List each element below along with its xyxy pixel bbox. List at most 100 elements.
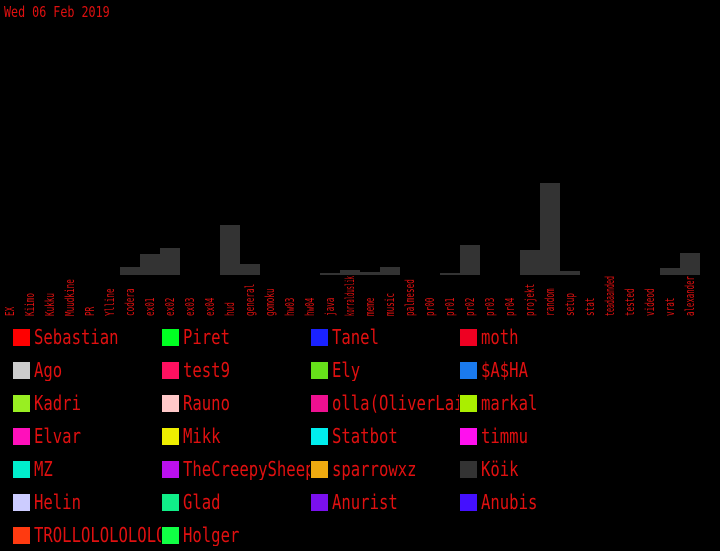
legend-item: Sebastian: [13, 326, 161, 348]
x-tick-label: setup: [563, 293, 577, 316]
bar-ex01: [140, 254, 160, 275]
legend-label: test9: [183, 359, 230, 381]
legend-item: Mikk: [162, 425, 310, 447]
legend-label: Sebastian: [34, 326, 119, 348]
legend-swatch: [13, 494, 30, 511]
bar-codera: [120, 267, 140, 275]
legend-swatch: [460, 395, 477, 412]
legend-swatch: [13, 329, 30, 346]
x-tick-label: general: [243, 284, 257, 316]
x-tick-label: Kiimo: [23, 293, 37, 316]
x-tick-label: ex02: [163, 298, 177, 316]
legend-item: Tanel: [311, 326, 459, 348]
x-tick-label: gomoku: [263, 288, 277, 316]
bar-java: [320, 273, 340, 275]
x-tick-label: teadaanded: [603, 276, 617, 316]
legend-label: TROLLOLOLOLOLOLO: [34, 524, 161, 546]
x-tick-label: hw03: [283, 298, 297, 316]
legend-swatch: [311, 329, 328, 346]
legend-swatch: [13, 362, 30, 379]
bar-hud: [220, 225, 240, 275]
legend-swatch: [162, 527, 179, 544]
x-tick-label: pr03: [483, 298, 497, 316]
x-tick-label: pr00: [423, 298, 437, 316]
legend-item: Ago: [13, 359, 161, 381]
legend-swatch: [162, 362, 179, 379]
legend-item: moth: [460, 326, 715, 348]
x-tick-label: Kukku: [43, 293, 57, 316]
legend-swatch: [13, 461, 30, 478]
legend-label: Elvar: [34, 425, 81, 447]
bar-korralduslik: [340, 270, 360, 275]
legend-item: Elvar: [13, 425, 161, 447]
x-tick-label: vrat: [663, 298, 677, 316]
legend-swatch: [311, 461, 328, 478]
legend-item: TROLLOLOLOLOLOLO: [13, 524, 161, 546]
bar-ex02: [160, 248, 180, 275]
legend-swatch: [460, 428, 477, 445]
legend-label: $A$HA: [481, 359, 528, 381]
x-tick-label: alexander: [683, 276, 697, 316]
legend-swatch: [460, 494, 477, 511]
legend-item: Kadri: [13, 392, 161, 414]
legend-label: Mikk: [183, 425, 221, 447]
legend-label: olla(OliverLaidma): [332, 392, 459, 414]
legend-swatch: [13, 428, 30, 445]
bar-pr02: [460, 245, 480, 275]
legend-item: Rauno: [162, 392, 310, 414]
bar-vrat: [660, 268, 680, 275]
legend-label: markal: [481, 392, 538, 414]
x-tick-label: Ylline: [103, 288, 117, 316]
legend-label: Holger: [183, 524, 240, 546]
legend-label: Tanel: [332, 326, 379, 348]
legend-swatch: [162, 329, 179, 346]
legend-label: Ely: [332, 359, 361, 381]
x-tick-label: music: [383, 293, 397, 316]
x-tick-label: projekt: [523, 284, 537, 316]
legend-label: moth: [481, 326, 519, 348]
legend-item: timmu: [460, 425, 715, 447]
legend-label: sparrowxz: [332, 458, 417, 480]
bar-general: [240, 264, 260, 275]
legend-swatch: [460, 461, 477, 478]
legend-swatch: [311, 428, 328, 445]
legend-item: test9: [162, 359, 310, 381]
x-tick-label: ex04: [203, 298, 217, 316]
legend-label: Kadri: [34, 392, 81, 414]
x-tick-label: meme: [363, 298, 377, 316]
x-tick-label: pr01: [443, 298, 457, 316]
x-tick-label: ex03: [183, 298, 197, 316]
date-label: Wed 06 Feb 2019: [4, 3, 110, 21]
legend-item: Helin: [13, 491, 161, 513]
legend-item: Anurist: [311, 491, 459, 513]
bar-pr01: [440, 273, 460, 275]
legend-item: TheCreepySheep: [162, 458, 310, 480]
legend-item: Statbot: [311, 425, 459, 447]
legend-item: MZ: [13, 458, 161, 480]
legend-label: MZ: [34, 458, 53, 480]
legend-swatch: [13, 527, 30, 544]
legend-swatch: [311, 395, 328, 412]
legend-item: Piret: [162, 326, 310, 348]
x-tick-label: codera: [123, 288, 137, 316]
legend-label: Köik: [481, 458, 519, 480]
legend-label: Anubis: [481, 491, 538, 513]
legend-label: Rauno: [183, 392, 230, 414]
legend-item: Ely: [311, 359, 459, 381]
x-tick-label: tested: [623, 288, 637, 316]
x-tick-label: palmesed: [403, 279, 417, 316]
x-tick-label: stat: [583, 298, 597, 316]
x-tick-label: random: [543, 288, 557, 316]
x-tick-label: pr02: [463, 298, 477, 316]
x-tick-label: PR: [83, 306, 97, 316]
x-tick-label: EX: [3, 306, 17, 316]
legend-swatch: [13, 395, 30, 412]
legend-item: $A$HA: [460, 359, 715, 381]
legend-label: Statbot: [332, 425, 398, 447]
legend-label: Helin: [34, 491, 81, 513]
legend-label: Glad: [183, 491, 221, 513]
legend-item: Glad: [162, 491, 310, 513]
legend-label: Piret: [183, 326, 230, 348]
legend-item: sparrowxz: [311, 458, 459, 480]
legend-item: Anubis: [460, 491, 715, 513]
